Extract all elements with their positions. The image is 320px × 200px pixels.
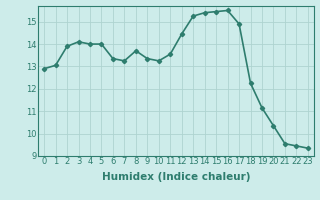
X-axis label: Humidex (Indice chaleur): Humidex (Indice chaleur) — [102, 172, 250, 182]
